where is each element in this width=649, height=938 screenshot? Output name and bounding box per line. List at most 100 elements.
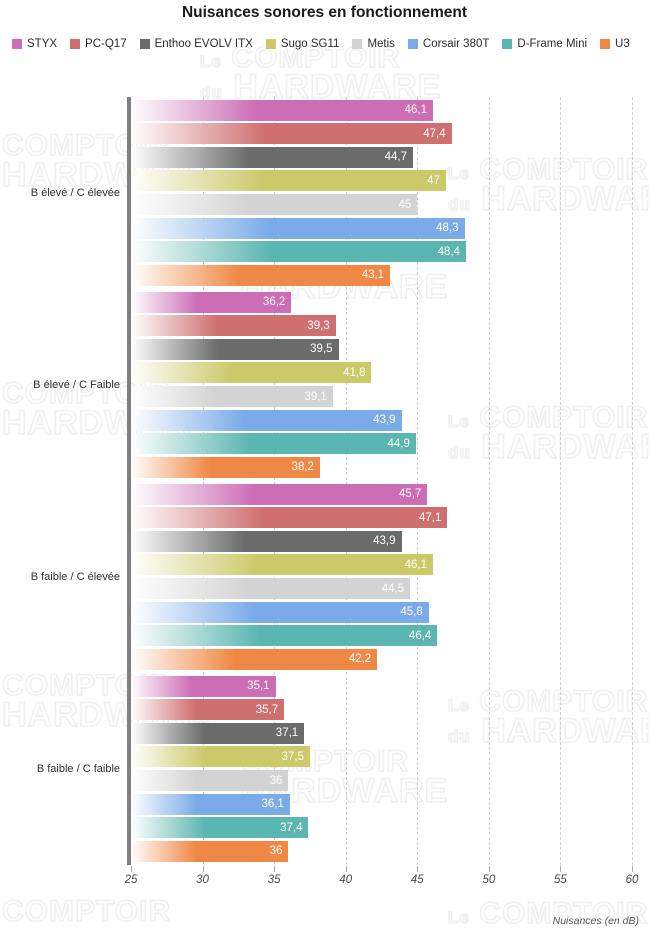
x-axis-tick [632, 866, 633, 872]
bar-metis-2[interactable]: 44,5 [131, 578, 411, 599]
x-axis-tick [274, 866, 276, 872]
bar-pc-q17-0[interactable]: 47,4 [131, 123, 452, 145]
bar-value-label: 47 [427, 174, 440, 187]
bar-sugo-sg11-1[interactable]: 41,8 [131, 362, 372, 384]
bar-corsair-380t-0[interactable]: 48,3 [131, 217, 465, 239]
legend-item-corsair-380t[interactable]: Corsair 380T [407, 38, 490, 50]
bar-d-frame-mini-1[interactable]: 44,9 [131, 433, 416, 455]
bar-value-label: 39,3 [307, 319, 330, 332]
bar-value-label: 44,7 [384, 151, 407, 164]
bar-value-label: 35,1 [247, 680, 270, 693]
bar-value-label: 42,2 [348, 653, 372, 666]
bar-value-label: 44,5 [381, 582, 405, 595]
legend-item-label: Corsair 380T [422, 38, 490, 50]
legend-swatch-icon [407, 39, 418, 49]
legend-item-label: STYX [27, 38, 58, 50]
legend-item-label: Sugo SG11 [280, 38, 340, 50]
y-axis-category-label: B élevé / C élevée [30, 187, 120, 199]
bar-value-label: 45 [398, 198, 412, 211]
gridline [345, 97, 347, 865]
bar-styx-0[interactable]: 46,1 [131, 99, 434, 121]
x-axis-tick-label: 55 [554, 874, 567, 886]
y-axis-category-label: B faible / C faible [36, 763, 120, 775]
gridline [202, 97, 204, 865]
x-axis-tick-label: 35 [267, 874, 281, 886]
bar-sugo-sg11-3[interactable]: 37,5 [131, 746, 310, 768]
bar-value-label: 37,1 [275, 727, 299, 740]
legend-item-u3[interactable]: U3 [600, 38, 630, 50]
legend-item-label: D-Frame Mini [517, 38, 588, 50]
bar-enthoo-evolv-itx-2[interactable]: 43,9 [131, 530, 402, 552]
bar-value-label: 48,4 [437, 245, 460, 258]
x-axis-tick-label: 45 [410, 874, 424, 886]
gridline [274, 97, 276, 865]
bar-enthoo-evolv-itx-1[interactable]: 39,5 [131, 338, 339, 360]
chart-legend: STYX PC-Q17 Enthoo EVOLV ITX Sugo SG11 Metis… [12, 36, 649, 52]
gridline [417, 97, 419, 865]
gridline [632, 97, 633, 865]
bar-value-label: 43,1 [361, 269, 385, 282]
legend-item-d-frame-mini[interactable]: D-Frame Mini [502, 38, 587, 50]
bar-value-label: 41,8 [343, 366, 366, 379]
bar-d-frame-mini-2[interactable]: 46,4 [131, 625, 438, 647]
legend-swatch-icon [600, 39, 611, 49]
bar-value-label: 36 [269, 845, 283, 858]
bar-corsair-380t-1[interactable]: 43,9 [131, 409, 402, 431]
bar-styx-3[interactable]: 35,1 [131, 675, 276, 697]
x-axis-title: Nuisances (en dB) [552, 915, 639, 927]
legend-item-pc-q17[interactable]: PC-Q17 [70, 38, 127, 50]
bar-u3-3[interactable]: 36 [131, 840, 289, 862]
bar-value-label: 47,4 [423, 127, 446, 140]
bar-d-frame-mini-3[interactable]: 37,4 [131, 817, 309, 839]
bar-enthoo-evolv-itx-0[interactable]: 44,7 [131, 146, 413, 168]
bar-u3-1[interactable]: 38,2 [131, 456, 320, 478]
bar-value-label: 37,5 [281, 750, 304, 763]
legend-item-enthoo-evolv-itx[interactable]: Enthoo EVOLV ITX [139, 38, 253, 50]
x-axis-tick [560, 866, 562, 872]
bar-metis-3[interactable]: 36 [131, 770, 289, 791]
page-title: Nuisances sonores en fonctionnement [181, 4, 468, 21]
gridline [488, 97, 490, 865]
bar-value-label: 36,2 [262, 296, 286, 309]
bar-corsair-380t-3[interactable]: 36,1 [131, 793, 290, 815]
bar-value-label: 43,9 [373, 414, 396, 427]
legend-swatch-icon [12, 39, 22, 49]
bar-pc-q17-1[interactable]: 39,3 [131, 315, 336, 337]
bar-sugo-sg11-0[interactable]: 47 [131, 170, 446, 192]
bar-value-label: 39,5 [310, 343, 333, 356]
bar-corsair-380t-2[interactable]: 45,8 [131, 601, 429, 623]
bar-pc-q17-2[interactable]: 47,1 [131, 507, 448, 529]
bar-value-label: 35,7 [255, 703, 279, 716]
bar-value-label: 48,3 [436, 222, 459, 235]
x-axis-tick-label: 30 [196, 874, 209, 886]
x-axis-tick-label: 25 [124, 874, 138, 886]
bar-metis-1[interactable]: 39,1 [131, 386, 333, 407]
bar-pc-q17-3[interactable]: 35,7 [131, 699, 285, 721]
legend-item-label: Enthoo EVOLV ITX [154, 38, 253, 50]
bar-metis-0[interactable]: 45 [131, 194, 418, 215]
bar-value-label: 46,4 [408, 629, 432, 642]
bar-value-label: 46,1 [404, 104, 428, 117]
legend-swatch-icon [70, 39, 81, 49]
legend-swatch-icon [352, 39, 363, 49]
bar-styx-2[interactable]: 45,7 [131, 483, 428, 505]
x-axis-tick-label: 60 [625, 874, 639, 886]
bar-value-label: 36,1 [261, 798, 284, 811]
legend-swatch-icon [265, 39, 276, 49]
bar-value-label: 43,9 [373, 535, 396, 548]
bar-sugo-sg11-2[interactable]: 46,1 [131, 554, 434, 576]
bar-u3-0[interactable]: 43,1 [131, 264, 391, 286]
bar-d-frame-mini-0[interactable]: 48,4 [131, 241, 466, 263]
bar-value-label: 36 [269, 774, 283, 787]
y-axis-category-label: B élevé / C Faible [33, 379, 120, 391]
legend-item-sugo-sg11[interactable]: Sugo SG11 [265, 38, 340, 50]
legend-item-metis[interactable]: Metis [352, 38, 395, 50]
bar-u3-2[interactable]: 42,2 [131, 648, 378, 670]
chart-gridlines [131, 97, 633, 865]
legend-item-styx[interactable]: STYX [12, 38, 57, 50]
x-axis-tick [488, 866, 490, 872]
bar-value-label: 46,1 [404, 558, 428, 571]
x-axis-tick [202, 866, 204, 872]
bar-enthoo-evolv-itx-3[interactable]: 37,1 [131, 722, 305, 744]
bar-styx-1[interactable]: 36,2 [131, 291, 292, 313]
